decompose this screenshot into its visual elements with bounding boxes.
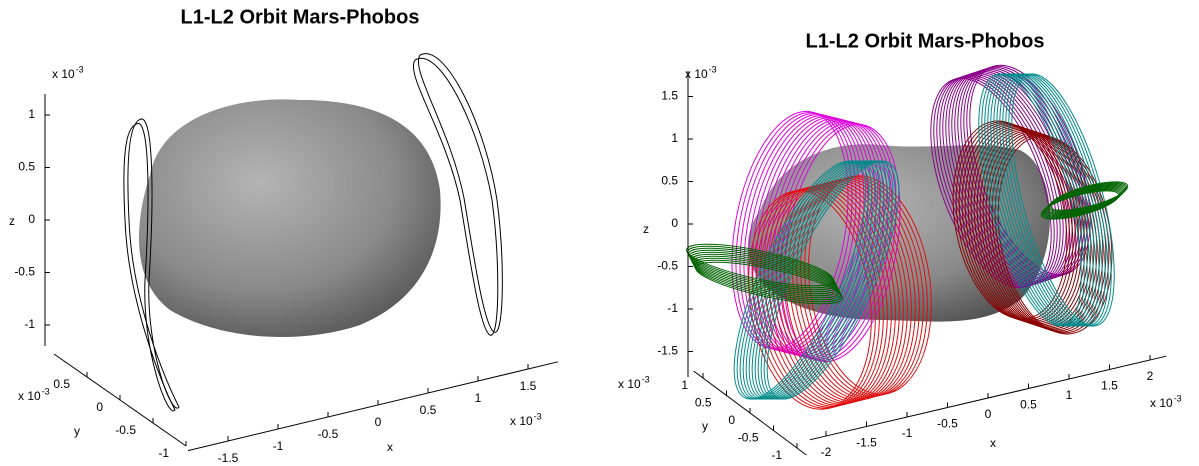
y-tick-label: 0 (96, 400, 103, 414)
x-axis (187, 361, 559, 452)
x-tick-label: 1 (1066, 388, 1073, 402)
x-tick-label: -1 (902, 426, 913, 440)
z-axis-label: z (9, 214, 15, 228)
y-tick-label: 0.5 (695, 396, 712, 410)
x-tick-label: 1 (475, 391, 482, 405)
orbit-ring (979, 129, 1095, 329)
z-tick-label: 0.5 (18, 160, 35, 174)
y-axis-label: y (74, 424, 80, 438)
x-tick-label: 1.5 (520, 379, 537, 393)
exponent-label: x 10 (18, 389, 41, 403)
z-tick-label: 0 (671, 216, 678, 230)
z-axis-label: z (643, 222, 649, 236)
exponent-power: -3 (76, 64, 84, 74)
z-tick-label: 1 (28, 107, 35, 121)
orbit-ring (1042, 188, 1122, 218)
x-axis-label: x (990, 436, 996, 450)
orbit-ring (970, 126, 1086, 326)
exponent-power: -3 (709, 64, 717, 74)
orbit-ring (1047, 183, 1127, 213)
chart-title: L1-L2 Orbit Mars-Phobos (181, 6, 420, 28)
y-tick-label: 1 (681, 378, 688, 392)
z-tick-label: 0.5 (661, 174, 678, 188)
y-tick-label: -1 (771, 448, 782, 462)
left-asteroid (138, 99, 441, 337)
x-tick-label: -0.5 (937, 417, 958, 431)
right-orbits (686, 64, 1129, 410)
x-tick-label: -0.5 (318, 427, 339, 441)
y-axis-label: y (702, 419, 708, 433)
x-axis-label: x (387, 440, 393, 454)
x-tick-label: -2 (821, 445, 832, 459)
orbit-ring (930, 77, 1052, 289)
exponent-label: x 10 (52, 67, 75, 81)
y-tick-label: -1 (158, 446, 169, 460)
exponent-power: -3 (534, 411, 542, 421)
left-orbits (123, 53, 503, 412)
z-tick-label: -1 (667, 301, 678, 315)
exponent-power: -3 (1174, 393, 1182, 403)
z-tick-label: -0.5 (657, 259, 678, 273)
orbit-ring (976, 128, 1092, 328)
orbit-ring (757, 160, 891, 400)
exponent-label: x 10 (618, 377, 641, 391)
orbit-ring (695, 261, 843, 305)
z-tick-label: 1 (671, 131, 678, 145)
x-tick-label: 2 (1147, 369, 1154, 383)
orbit-ring (1043, 187, 1123, 217)
orbit-ring (1045, 185, 1125, 215)
z-tick-label: -1.5 (657, 344, 678, 358)
orbit-ring (1049, 181, 1129, 211)
x-tick-label: 0 (985, 407, 992, 421)
y-tick-label: -0.5 (738, 431, 759, 445)
orbit-ring (763, 160, 897, 400)
exponent-power: -3 (42, 386, 50, 396)
exponent-power: -3 (642, 374, 650, 384)
chart-title: L1-L2 Orbit Mars-Phobos (806, 30, 1045, 52)
orbit-ring (1048, 182, 1128, 212)
exponent-label: x 10 (1150, 396, 1173, 410)
orbit-ring (1044, 186, 1124, 216)
orbit-ring (694, 259, 842, 303)
exponent-label: x 10 (510, 414, 533, 428)
y-tick-label: -0.5 (115, 423, 136, 437)
x-tick-label: -1 (273, 439, 284, 453)
orbit-ring (1041, 189, 1121, 219)
x-tick-label: -1.5 (218, 451, 239, 465)
x-tick-label: 0 (375, 415, 382, 429)
z-tick-label: -1 (24, 317, 35, 331)
orbit-ring (973, 127, 1089, 327)
y-tick-label: 0 (728, 413, 735, 427)
x-tick-label: 0.5 (420, 403, 437, 417)
exponent-label: x 10 (685, 67, 708, 81)
z-tick-label: -0.5 (14, 265, 35, 279)
z-tick-label: 1.5 (661, 89, 678, 103)
x-tick-label: 1.5 (1101, 379, 1118, 393)
orbit-ring (1040, 190, 1120, 220)
orbit-ring (1046, 184, 1126, 214)
y-tick-label: 0.5 (53, 377, 70, 391)
axes: L1-L2 Orbit Mars-Phobos-1.5-1-0.500.511.… (9, 6, 1182, 465)
x-tick-label: -1.5 (856, 436, 877, 450)
z-tick-label: 0 (28, 212, 35, 226)
x-tick-label: 0.5 (1020, 398, 1037, 412)
